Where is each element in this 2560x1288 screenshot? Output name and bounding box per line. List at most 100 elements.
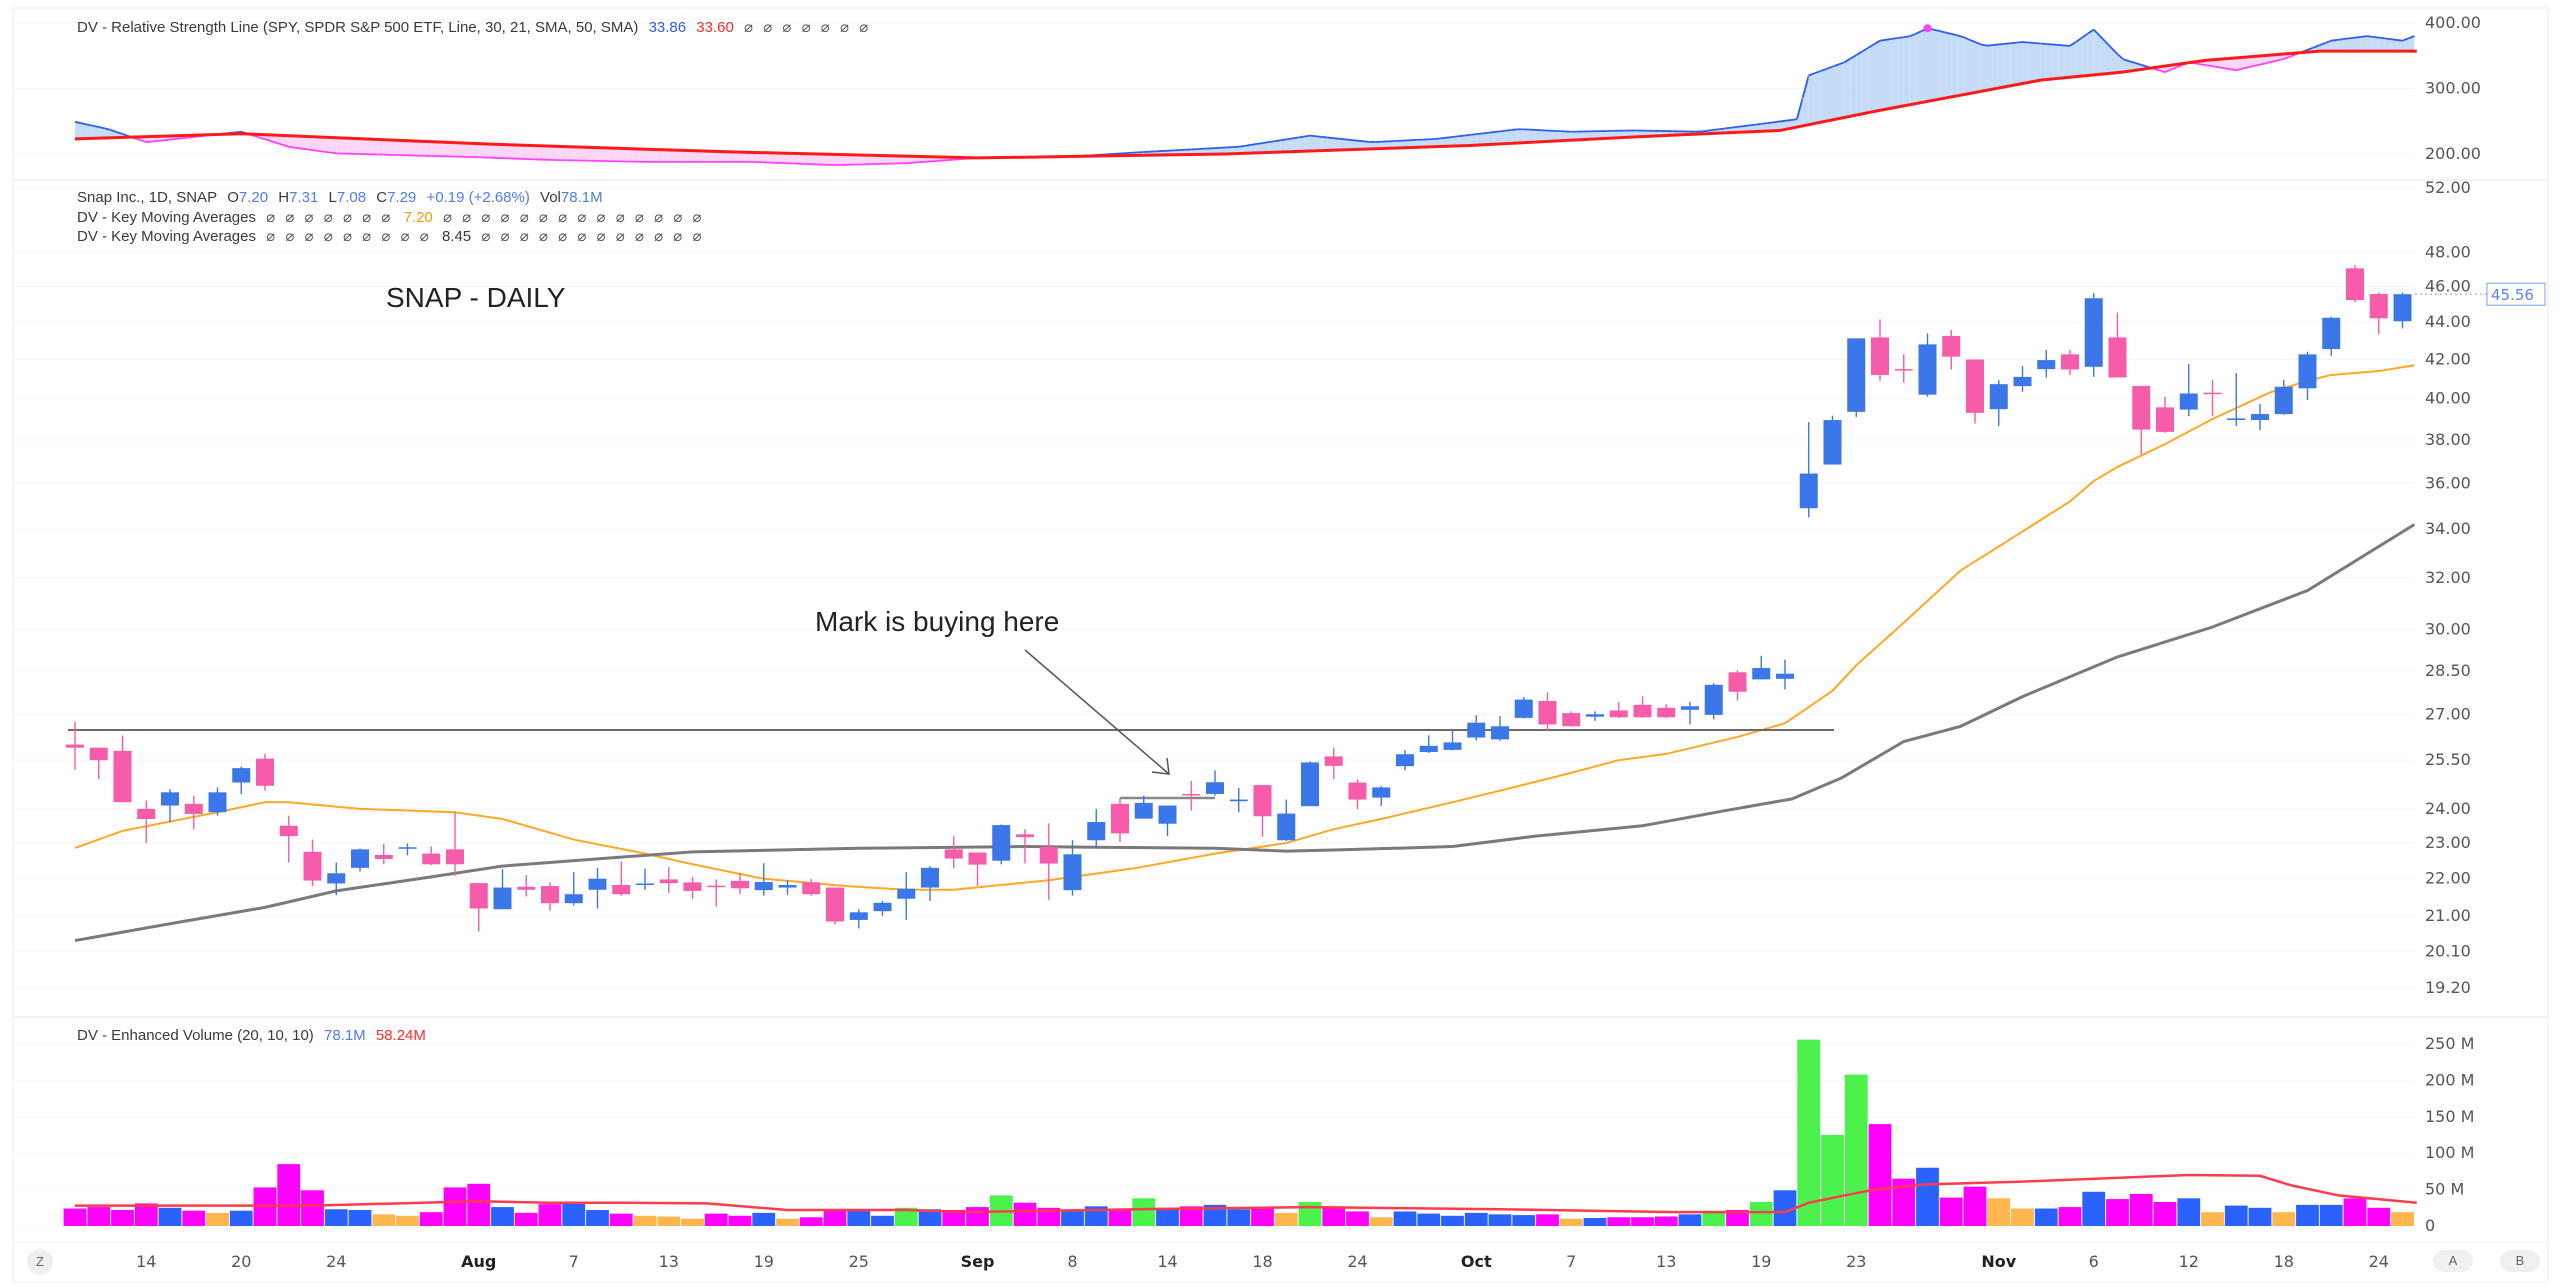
volume-bar[interactable] [1203, 1204, 1227, 1226]
candle[interactable] [2156, 396, 2174, 433]
candle[interactable] [612, 861, 631, 896]
candle[interactable] [208, 787, 227, 816]
volume-bar[interactable] [1678, 1214, 1702, 1226]
volume-bar[interactable] [206, 1212, 229, 1226]
volume-bar[interactable] [1013, 1202, 1037, 1226]
candle[interactable] [2132, 385, 2151, 455]
volume-bar[interactable] [1559, 1218, 1583, 1226]
candle[interactable] [1443, 730, 1462, 751]
candle[interactable] [1277, 799, 1296, 841]
candle[interactable] [1253, 785, 1272, 837]
volume-bar[interactable] [609, 1213, 633, 1226]
candle[interactable] [1704, 683, 1723, 720]
candle[interactable] [161, 789, 179, 823]
candle[interactable] [184, 795, 203, 830]
volume-bar[interactable] [111, 1209, 134, 1226]
candle[interactable] [968, 852, 987, 887]
ma-legend-1[interactable]: DV - Key Moving Averages ⌀ ⌀ ⌀ ⌀ ⌀ ⌀ ⌀ 7… [77, 208, 711, 226]
candle[interactable] [2322, 316, 2341, 356]
volume-bar[interactable] [1251, 1207, 1274, 1226]
candle[interactable] [588, 867, 607, 909]
volume-bar[interactable] [1821, 1135, 1844, 1226]
volume-bar[interactable] [1274, 1212, 1298, 1226]
price-legend[interactable]: Snap Inc., 1D, SNAP O7.20 H7.31 L7.08 C7… [77, 189, 609, 206]
candle[interactable] [2061, 349, 2079, 376]
volume-bar[interactable] [2201, 1212, 2224, 1226]
candle[interactable] [303, 839, 322, 887]
volume-bar[interactable] [657, 1216, 681, 1226]
candle[interactable] [89, 747, 108, 780]
volume-bar[interactable] [1227, 1209, 1251, 1226]
candle[interactable] [1514, 696, 1533, 719]
volume-bar[interactable] [942, 1209, 966, 1226]
volume-bar[interactable] [1702, 1210, 1726, 1226]
volume-bar[interactable] [871, 1215, 894, 1226]
volume-bar[interactable] [1298, 1201, 1322, 1226]
candle[interactable] [2179, 364, 2198, 417]
volume-bar[interactable] [1916, 1167, 1939, 1226]
candle[interactable] [1681, 701, 1699, 725]
volume-bar[interactable] [1654, 1216, 1678, 1226]
volume-bar[interactable] [633, 1215, 657, 1226]
candle[interactable] [398, 843, 417, 856]
ma-legend-2[interactable]: DV - Key Moving Averages ⌀ ⌀ ⌀ ⌀ ⌀ ⌀ ⌀ ⌀… [77, 227, 711, 245]
candle[interactable] [873, 900, 892, 916]
volume-bar[interactable] [1607, 1217, 1631, 1226]
candle[interactable] [564, 872, 583, 906]
volume-bar[interactable] [1987, 1198, 2011, 1226]
candle[interactable] [659, 867, 678, 893]
candle[interactable] [1134, 795, 1153, 819]
volume-bar[interactable] [134, 1203, 158, 1226]
candle[interactable] [469, 883, 488, 932]
candle[interactable] [1799, 422, 1818, 518]
candle[interactable] [1324, 747, 1343, 780]
volume-bar[interactable] [1369, 1217, 1393, 1226]
candle[interactable] [826, 887, 844, 925]
volume-bar[interactable] [1512, 1215, 1536, 1226]
volume-bar[interactable] [1441, 1215, 1464, 1226]
candle[interactable] [1348, 779, 1367, 810]
candle[interactable] [1728, 670, 1747, 701]
candle[interactable] [707, 879, 726, 907]
candle[interactable] [2037, 349, 2056, 378]
volume-bar[interactable] [2011, 1208, 2034, 1226]
volume-bar[interactable] [1797, 1039, 1821, 1226]
annotation-arrow[interactable] [1024, 649, 1170, 775]
candle[interactable] [446, 811, 464, 876]
volume-bar[interactable] [2343, 1198, 2367, 1226]
volume-bar[interactable] [966, 1207, 989, 1226]
candle[interactable] [422, 846, 441, 865]
candle[interactable] [1657, 704, 1676, 719]
candle[interactable] [2108, 312, 2127, 378]
candle[interactable] [493, 869, 512, 910]
candle[interactable] [113, 735, 132, 803]
z-button[interactable]: Z [27, 1249, 53, 1275]
candle[interactable] [2084, 293, 2103, 377]
volume-bar[interactable] [538, 1204, 562, 1226]
volume-bar[interactable] [158, 1207, 182, 1226]
volume-bar[interactable] [229, 1210, 253, 1226]
volume-bar[interactable] [2034, 1208, 2058, 1226]
candle[interactable] [2251, 403, 2269, 431]
volume-bar[interactable] [2248, 1207, 2272, 1226]
candle[interactable] [2298, 351, 2317, 401]
volume-bar[interactable] [823, 1209, 847, 1226]
volume-bar[interactable] [1417, 1213, 1441, 1226]
volume-bar[interactable] [2224, 1205, 2248, 1226]
candle[interactable] [374, 843, 393, 865]
volume-bar[interactable] [2177, 1198, 2201, 1226]
candle[interactable] [754, 863, 773, 896]
volume-bar[interactable] [1464, 1212, 1488, 1226]
candle[interactable] [2203, 380, 2222, 416]
volume-bar[interactable] [348, 1209, 372, 1226]
volume-legend[interactable]: DV - Enhanced Volume (20, 10, 10) 78.1M … [77, 1027, 432, 1044]
candle[interactable] [1966, 359, 1984, 424]
volume-bar[interactable] [1156, 1207, 1179, 1226]
candle[interactable] [1491, 716, 1509, 741]
candle[interactable] [731, 872, 749, 895]
candle[interactable] [1206, 770, 1224, 796]
volume-bar[interactable] [467, 1183, 491, 1226]
volume-bar[interactable] [324, 1209, 348, 1226]
volume-bar[interactable] [87, 1207, 111, 1226]
volume-bar[interactable] [419, 1212, 443, 1226]
